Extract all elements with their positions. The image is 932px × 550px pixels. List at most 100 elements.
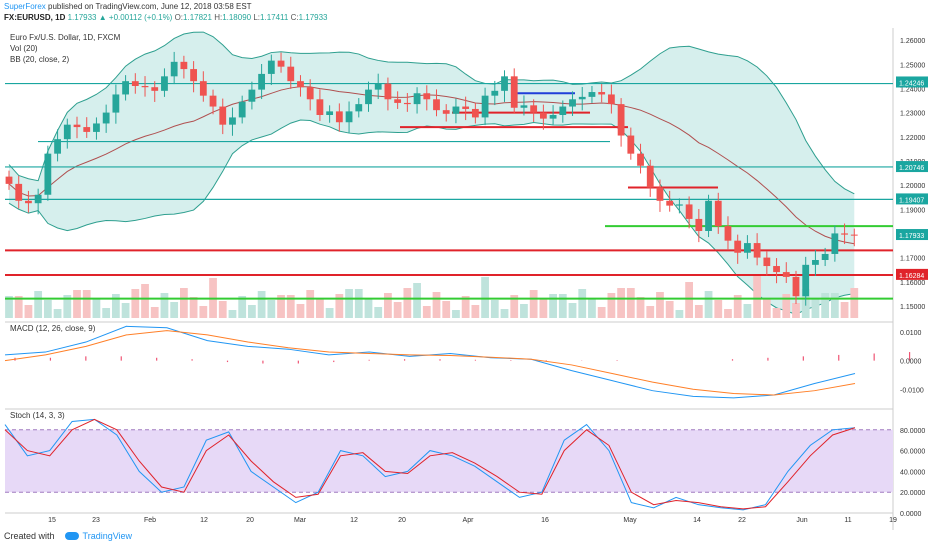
stoch-label: Stoch (14, 3, 3): [10, 411, 65, 420]
candle-body: [63, 124, 71, 140]
candle-body: [131, 81, 139, 86]
bollinger-label: BB (20, close, 2): [10, 55, 69, 64]
candle-body: [209, 95, 217, 107]
macd-tick-label: 0.0000: [900, 359, 922, 366]
volume-bar: [102, 308, 111, 318]
price-tick-label: 1.24000: [900, 86, 925, 93]
candle-body: [646, 165, 654, 188]
candle-body: [627, 135, 635, 154]
stoch-k-line: [4, 418, 856, 511]
volume-bar: [850, 288, 859, 318]
volume-bar: [34, 291, 43, 318]
candle-body: [384, 83, 392, 100]
volume-bar: [520, 304, 528, 318]
time-tick-label: 20: [398, 517, 406, 524]
candle-body: [510, 76, 518, 108]
time-tick-label: 19: [889, 517, 897, 524]
macd-tick-label: 0.0100: [900, 330, 922, 337]
volume-bar: [354, 289, 363, 318]
published-text: published on TradingView.com, June 12, 2…: [45, 2, 252, 11]
candle-body: [714, 200, 722, 227]
open-label: O:: [174, 13, 184, 22]
candle-body: [637, 153, 644, 166]
time-tick-label: 23: [92, 517, 100, 524]
volume-bar: [316, 299, 324, 318]
time-tick-label: 22: [738, 517, 746, 524]
candle-body: [15, 183, 23, 201]
time-tick-label: 14: [693, 517, 701, 524]
volume-bar: [82, 290, 91, 318]
volume-bar: [685, 282, 693, 318]
tradingview-link[interactable]: TradingView: [82, 531, 133, 541]
header: SuperForex published on TradingView.com,…: [0, 0, 932, 28]
volume-bar: [335, 294, 344, 318]
candle-body: [287, 66, 295, 82]
volume-bar: [296, 304, 305, 318]
candle-body: [841, 233, 848, 235]
price-tick-label: 1.15000: [900, 304, 925, 311]
volume-bar: [821, 293, 830, 318]
volume-bar: [63, 295, 72, 318]
volume-bar: [588, 298, 596, 318]
price-label-badge: [896, 268, 928, 280]
candle-body: [792, 276, 800, 297]
time-tick-label: 15: [48, 517, 56, 524]
bollinger-basis-line: [8, 86, 855, 245]
price-tick-label: 1.20000: [900, 183, 925, 190]
macd-pane[interactable]: 0.0100 0.0000 -0.0100: [4, 321, 924, 399]
volume-bar: [578, 289, 587, 318]
up-arrow-icon: ▲: [98, 13, 107, 22]
candle-body: [238, 101, 246, 118]
time-tick-label: Jun: [796, 517, 807, 524]
candle-body: [374, 83, 382, 90]
candle-body: [394, 99, 402, 103]
volume-bar: [675, 310, 684, 318]
candle-body: [306, 87, 314, 100]
volume-bar: [549, 294, 557, 318]
candle-body: [44, 153, 52, 195]
volume-bar: [753, 276, 762, 318]
time-tick-label: May: [623, 517, 637, 524]
candle-body: [617, 104, 625, 136]
candle-body: [462, 106, 470, 109]
price-label-text: 1.17933: [899, 233, 924, 240]
candle-body: [773, 266, 780, 273]
candle-body: [151, 87, 159, 91]
candle-body: [423, 93, 431, 100]
volume-bar: [248, 305, 256, 318]
volume-bar: [150, 307, 159, 318]
publisher-link[interactable]: SuperForex: [4, 2, 46, 11]
candle-body: [190, 69, 198, 82]
candle-body: [122, 81, 129, 95]
main-pane[interactable]: 1.260001.250001.240001.230001.220001.210…: [5, 28, 928, 530]
candle-body: [25, 200, 32, 204]
stoch-pane[interactable]: 80.0000 60.0000 40.0000 20.0000 0.0000: [4, 408, 925, 518]
volume-bar: [180, 288, 188, 318]
volume-bar: [733, 295, 742, 318]
candle-body: [73, 124, 81, 128]
tradingview-cloud-icon: [64, 532, 79, 540]
volume-bar: [830, 293, 839, 318]
price-label-text: 1.16284: [899, 273, 924, 280]
open-value: 1.17821: [183, 13, 212, 22]
volume-bar: [43, 300, 52, 318]
volume-bar: [364, 298, 373, 318]
volume-bar: [840, 302, 849, 318]
time-axis[interactable]: 15 23 Feb 12 20 Mar 12 20 Apr 16 May 14 22 Jun 11 19: [5, 512, 897, 524]
candle-body: [248, 89, 256, 102]
volume-bar: [490, 300, 499, 318]
volume-bar: [762, 299, 771, 318]
candle-body: [258, 73, 266, 90]
volume-bar: [111, 294, 120, 318]
candle-body: [180, 61, 188, 70]
candle-body: [442, 110, 450, 114]
time-tick-label: 16: [541, 517, 549, 524]
time-tick-label: 12: [350, 517, 358, 524]
volume-bar: [121, 303, 130, 318]
price-tick-label: 1.17000: [900, 256, 925, 263]
time-tick-label: Mar: [294, 517, 307, 524]
close-label: C:: [290, 13, 299, 22]
price-tick-label: 1.25000: [900, 62, 925, 69]
volume-bar: [199, 306, 208, 318]
